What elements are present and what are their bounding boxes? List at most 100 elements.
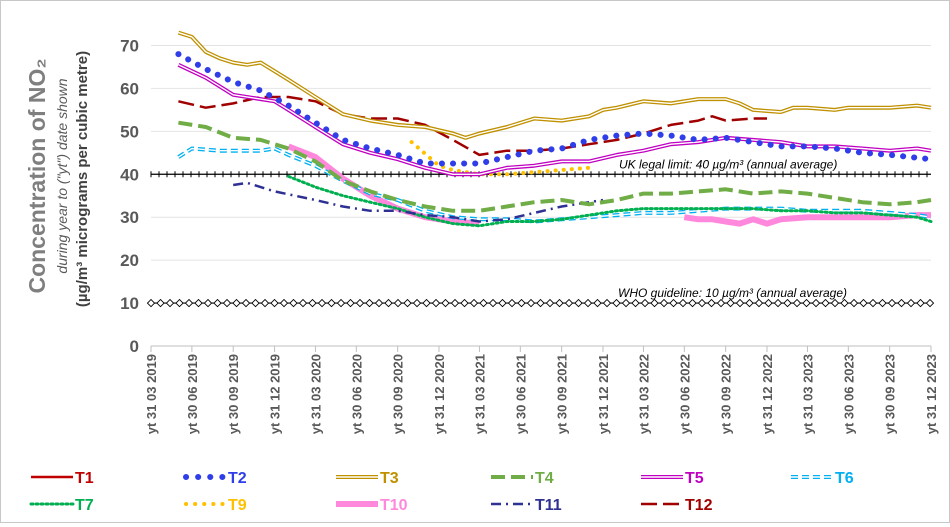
reference-marker <box>735 298 745 308</box>
reference-marker <box>811 298 821 308</box>
reference-marker <box>640 298 650 308</box>
legend-item-t2: T2 <box>183 470 247 487</box>
reference-marker <box>260 298 270 308</box>
reference-marker <box>441 298 450 308</box>
y-axis-title: Concentration of NO₂ during year to ("yt… <box>24 51 91 307</box>
x-tick-label: yt 31 03 2019 <box>144 354 159 434</box>
reference-marker <box>422 298 431 308</box>
reference-marker <box>289 298 298 308</box>
x-axis-ticks: yt 31 03 2019 yt 30 06 2019 yt 30 09 2019 y… <box>144 346 939 434</box>
reference-marker <box>593 298 602 308</box>
reference-marker <box>821 298 830 308</box>
legend-item-t10: T10 <box>336 497 408 514</box>
reference-marker <box>194 298 203 308</box>
reference-marker <box>488 298 498 308</box>
x-tick-label: yt 31 03 2020 <box>308 354 323 434</box>
reference-marker <box>241 298 251 308</box>
reference-marker <box>659 298 669 308</box>
y-axis-title-unit: (µg/m³ micrograms per cubic metre) <box>74 51 91 307</box>
legend-item-t11: T11 <box>491 497 562 514</box>
series-line-t7 <box>287 174 933 228</box>
reference-marker <box>403 298 412 308</box>
legend-label: T5 <box>685 470 704 487</box>
y-tick-label: 10 <box>120 294 139 313</box>
reference-marker <box>697 298 707 308</box>
reference-marker <box>868 298 878 308</box>
legend-label: T12 <box>685 497 713 514</box>
y-tick-label: 0 <box>130 337 139 356</box>
x-tick-label: yt 30 06 2022 <box>677 354 692 434</box>
legend-item-t12: T12 <box>641 497 713 514</box>
y-tick-label: 30 <box>120 208 139 227</box>
uk-legal-limit-label: UK legal limit: 40 µg/m³ (annual average… <box>619 157 837 171</box>
series-line-t2 <box>175 51 934 167</box>
reference-marker <box>574 298 583 308</box>
legend-item-t3: T3 <box>336 470 399 487</box>
y-axis-ticks: 0 10 20 30 40 50 60 70 <box>120 36 139 356</box>
reference-marker <box>365 298 374 308</box>
series-line-t4 <box>178 120 932 213</box>
x-tick-label: yt 30 06 2020 <box>349 354 364 434</box>
reference-marker <box>773 298 783 308</box>
reference-marker <box>156 298 165 308</box>
x-tick-label: yt 31 03 2023 <box>800 354 815 434</box>
reference-marker <box>650 298 659 308</box>
series-line-t3 <box>177 30 932 140</box>
reference-marker <box>479 298 488 308</box>
reference-marker <box>887 298 897 308</box>
reference-marker <box>431 298 441 308</box>
reference-marker <box>450 298 460 308</box>
x-tick-label: yt 30 09 2020 <box>391 354 406 434</box>
x-tick-label: yt 31 12 2020 <box>432 354 447 434</box>
reference-marker <box>270 298 279 308</box>
reference-marker <box>764 298 773 308</box>
series-line-inner-t3 <box>178 31 932 139</box>
reference-marker <box>621 298 631 308</box>
x-tick-label: yt 30 09 2019 <box>226 354 241 434</box>
reference-marker <box>317 298 327 308</box>
series-lines <box>175 30 934 228</box>
legend-label: T10 <box>380 497 408 514</box>
y-tick-label: 70 <box>120 36 139 55</box>
x-tick-label: yt 31 12 2021 <box>596 354 611 434</box>
reference-marker <box>602 298 612 308</box>
reference-marker <box>498 298 507 308</box>
x-tick-label: yt 30 06 2023 <box>841 354 856 434</box>
x-tick-label: yt 31 12 2022 <box>760 354 775 434</box>
reference-marker <box>669 298 678 308</box>
reference-marker <box>222 298 232 308</box>
legend-label: T1 <box>75 470 94 487</box>
reference-marker <box>925 298 935 308</box>
reference-marker <box>631 298 640 308</box>
legend-item-t5: T5 <box>641 470 704 487</box>
legend-label: T3 <box>380 470 399 487</box>
reference-marker <box>336 298 346 308</box>
reference-marker <box>279 298 289 308</box>
reference-marker <box>707 298 716 308</box>
reference-marker <box>327 298 336 308</box>
reference-marker <box>802 298 811 308</box>
reference-marker <box>726 298 735 308</box>
reference-marker <box>517 298 526 308</box>
reference-marker <box>878 298 887 308</box>
legend-item-t6: T6 <box>791 470 854 487</box>
series-line-t10 <box>683 212 931 227</box>
x-tick-label: yt 30 09 2023 <box>883 354 898 434</box>
x-tick-label: yt 30 09 2022 <box>719 354 734 434</box>
reference-marker <box>355 298 365 308</box>
reference-marker <box>175 298 184 308</box>
legend-label: T2 <box>228 470 247 487</box>
reference-marker <box>203 298 213 308</box>
legend-item-t1: T1 <box>31 470 94 487</box>
legend-item-t4: T4 <box>491 470 554 487</box>
x-tick-label: yt 30 09 2021 <box>555 354 570 434</box>
reference-marker <box>792 298 802 308</box>
reference-marker <box>393 298 403 308</box>
reference-marker <box>688 298 697 308</box>
y-axis-title-main: Concentration of NO₂ <box>24 58 50 293</box>
reference-marker <box>213 298 222 308</box>
y-tick-label: 60 <box>120 79 139 98</box>
reference-marker <box>840 298 849 308</box>
